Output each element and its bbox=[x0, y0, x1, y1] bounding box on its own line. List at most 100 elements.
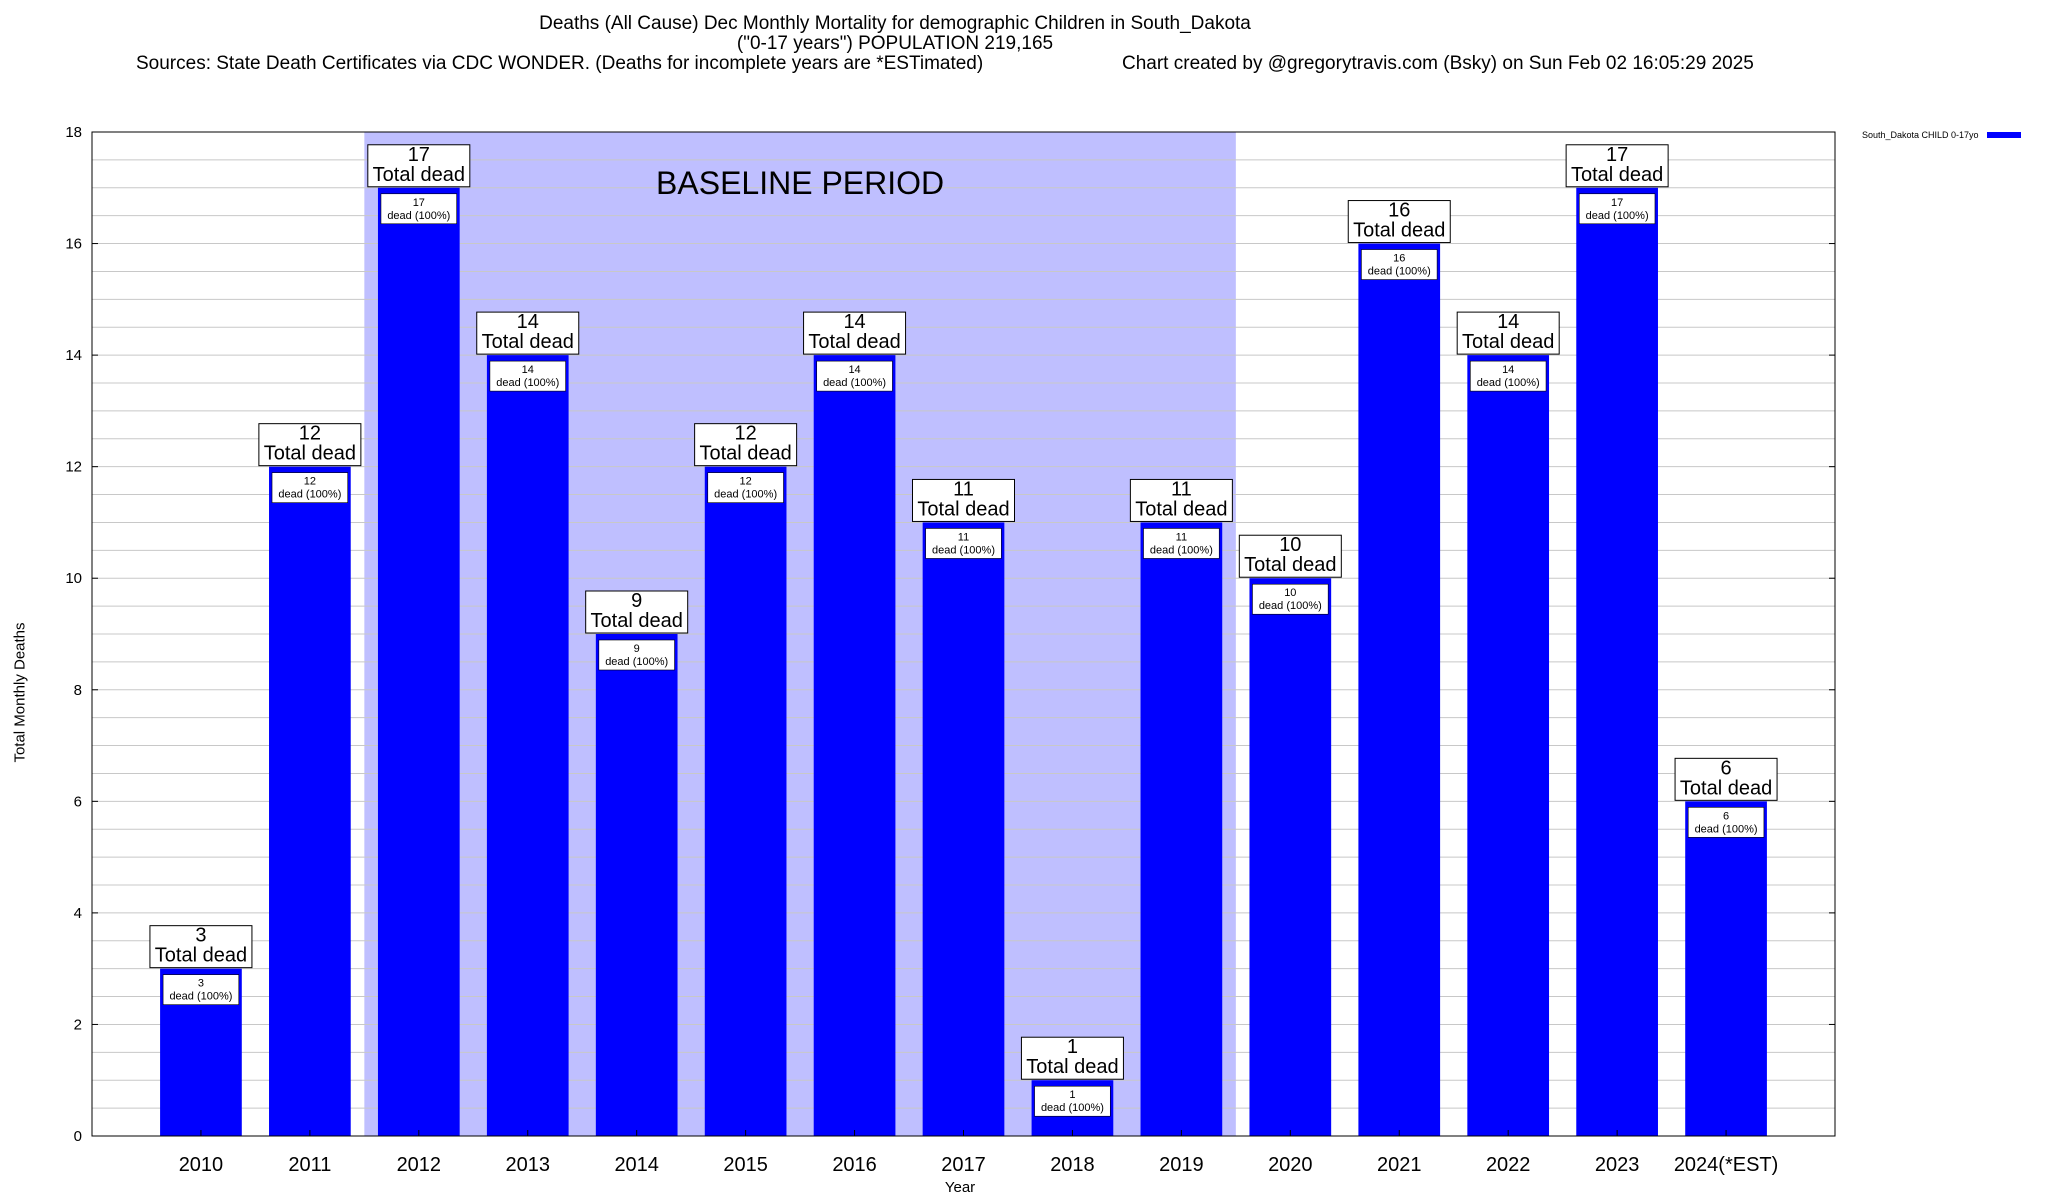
bar bbox=[377, 187, 460, 1136]
bar-total-dead-label: Total dead bbox=[482, 331, 574, 353]
bar-total-label-box bbox=[1238, 534, 1342, 578]
x-tick-label: 2021 bbox=[1377, 1154, 1422, 1176]
bar-total-label-box bbox=[1129, 478, 1233, 522]
bar-total-dead-label: Total dead bbox=[1680, 777, 1772, 799]
bar bbox=[1140, 522, 1223, 1136]
x-tick-label: 2010 bbox=[179, 1154, 224, 1176]
bar-total-value-label: 14 bbox=[843, 311, 865, 333]
bar-total-dead-label: Total dead bbox=[1026, 1056, 1118, 1078]
bar bbox=[922, 522, 1005, 1136]
legend-label: South_Dakota CHILD 0-17yo bbox=[1862, 130, 1979, 140]
bar-total-dead-label: Total dead bbox=[808, 331, 900, 353]
bar-inner-value-label: 11 bbox=[1176, 531, 1187, 543]
bar-total-value-label: 14 bbox=[1497, 311, 1519, 333]
bar-inner-dead-label: dead (100%) bbox=[1477, 377, 1540, 389]
bar-inner-dead-label: dead (100%) bbox=[605, 656, 668, 668]
bar-total-dead-label: Total dead bbox=[264, 443, 356, 465]
bar-inner-dead-label: dead (100%) bbox=[1368, 266, 1431, 278]
x-tick-label: 2020 bbox=[1268, 1154, 1313, 1176]
chart-subtitle: ("0-17 years") POPULATION 219,165 bbox=[736, 33, 1054, 54]
x-tick-label: 2024(*EST) bbox=[1674, 1154, 1779, 1176]
bar bbox=[269, 466, 351, 1137]
bar-total-value-label: 11 bbox=[953, 478, 974, 500]
x-tick-label: 2017 bbox=[941, 1154, 986, 1176]
bar-total-value-label: 12 bbox=[735, 423, 757, 445]
bar-total-label-box bbox=[1456, 311, 1560, 355]
bar-inner-value-label: 10 bbox=[1284, 587, 1296, 599]
bar-total-value-label: 16 bbox=[1388, 200, 1410, 222]
bar-inner-label-box bbox=[489, 360, 566, 392]
bar-inner-dead-label: dead (100%) bbox=[1259, 600, 1322, 612]
y-tick-label: 4 bbox=[74, 905, 82, 922]
bar-total-dead-label: Total dead bbox=[1353, 220, 1445, 242]
bar-inner-value-label: 16 bbox=[1393, 253, 1405, 265]
bar-inner-label-box bbox=[816, 360, 893, 392]
bar-inner-dead-label: dead (100%) bbox=[1150, 544, 1213, 556]
bar bbox=[1467, 355, 1550, 1137]
bar-inner-label-box bbox=[1578, 193, 1656, 225]
y-tick-label: 12 bbox=[65, 459, 82, 476]
bar-total-value-label: 17 bbox=[1606, 144, 1628, 166]
bar-total-dead-label: Total dead bbox=[373, 164, 465, 186]
y-tick-label: 16 bbox=[65, 236, 82, 253]
bar-inner-label-box bbox=[1143, 528, 1220, 559]
bar-inner-dead-label: dead (100%) bbox=[496, 377, 559, 389]
x-tick-label: 2011 bbox=[288, 1154, 331, 1176]
bar-inner-dead-label: dead (100%) bbox=[932, 544, 995, 556]
bar-inner-value-label: 1 bbox=[1069, 1089, 1075, 1101]
x-axis-label: Year bbox=[944, 1179, 976, 1196]
bar bbox=[1576, 187, 1658, 1136]
bar-inner-label-box bbox=[1252, 583, 1329, 615]
bar-total-label-box bbox=[1565, 144, 1669, 188]
bar bbox=[486, 355, 569, 1137]
bar-inner-label-box bbox=[1470, 360, 1547, 392]
bar-total-value-label: 1 bbox=[1067, 1036, 1078, 1058]
bar bbox=[1358, 243, 1441, 1137]
bar bbox=[595, 634, 678, 1136]
bar-total-dead-label: Total dead bbox=[1135, 498, 1227, 520]
baseline-period-label: BASELINE PERIOD bbox=[656, 165, 944, 201]
bar-total-dead-label: Total dead bbox=[699, 443, 791, 465]
bar-inner-value-label: 11 bbox=[958, 531, 969, 543]
bar-total-label-box bbox=[912, 478, 1015, 522]
y-tick-label: 6 bbox=[74, 793, 82, 810]
bar-total-dead-label: Total dead bbox=[1462, 331, 1554, 353]
bar-total-label-box bbox=[585, 590, 689, 634]
plot-frame bbox=[91, 131, 1836, 1137]
bar-inner-value-label: 14 bbox=[522, 364, 534, 376]
legend-swatch bbox=[1986, 132, 2021, 138]
bar-total-label-box bbox=[258, 423, 362, 467]
bar-inner-value-label: 17 bbox=[1611, 197, 1623, 209]
bar-total-dead-label: Total dead bbox=[591, 610, 683, 632]
chart-title: Deaths (All Cause) Dec Monthly Mortality… bbox=[539, 13, 1251, 34]
bar-inner-label-box bbox=[380, 193, 457, 225]
bar-inner-label-box bbox=[271, 472, 349, 503]
bar-total-value-label: 14 bbox=[517, 311, 539, 333]
bar-total-dead-label: Total dead bbox=[155, 945, 247, 967]
chart-legend: South_Dakota CHILD 0-17yo bbox=[1862, 130, 2021, 140]
bar-inner-value-label: 12 bbox=[740, 476, 752, 488]
x-tick-label: 2022 bbox=[1486, 1154, 1531, 1176]
x-tick-label: 2014 bbox=[614, 1154, 659, 1176]
bar-inner-dead-label: dead (100%) bbox=[169, 991, 232, 1003]
bar-total-label-box bbox=[149, 925, 253, 969]
bar-inner-label-box bbox=[1034, 1085, 1111, 1117]
x-tick-label: 2019 bbox=[1159, 1154, 1204, 1176]
y-tick-label: 10 bbox=[65, 570, 82, 587]
bar bbox=[1685, 801, 1767, 1136]
bar bbox=[704, 466, 787, 1137]
bar-total-label-box bbox=[476, 311, 580, 355]
y-tick-label: 14 bbox=[65, 347, 82, 364]
bar-total-label-box bbox=[1674, 757, 1778, 801]
bar-inner-label-box bbox=[707, 472, 784, 503]
bar-total-label-box bbox=[1020, 1036, 1124, 1080]
bar-total-value-label: 10 bbox=[1279, 534, 1301, 556]
x-tick-label: 2023 bbox=[1595, 1154, 1640, 1176]
bar-inner-value-label: 14 bbox=[1502, 364, 1514, 376]
bar-inner-dead-label: dead (100%) bbox=[278, 489, 341, 501]
bar-total-value-label: 6 bbox=[1721, 757, 1732, 779]
bar-inner-dead-label: dead (100%) bbox=[387, 210, 450, 222]
bar-inner-dead-label: dead (100%) bbox=[1586, 210, 1649, 222]
bar-total-label-box bbox=[1347, 200, 1451, 244]
